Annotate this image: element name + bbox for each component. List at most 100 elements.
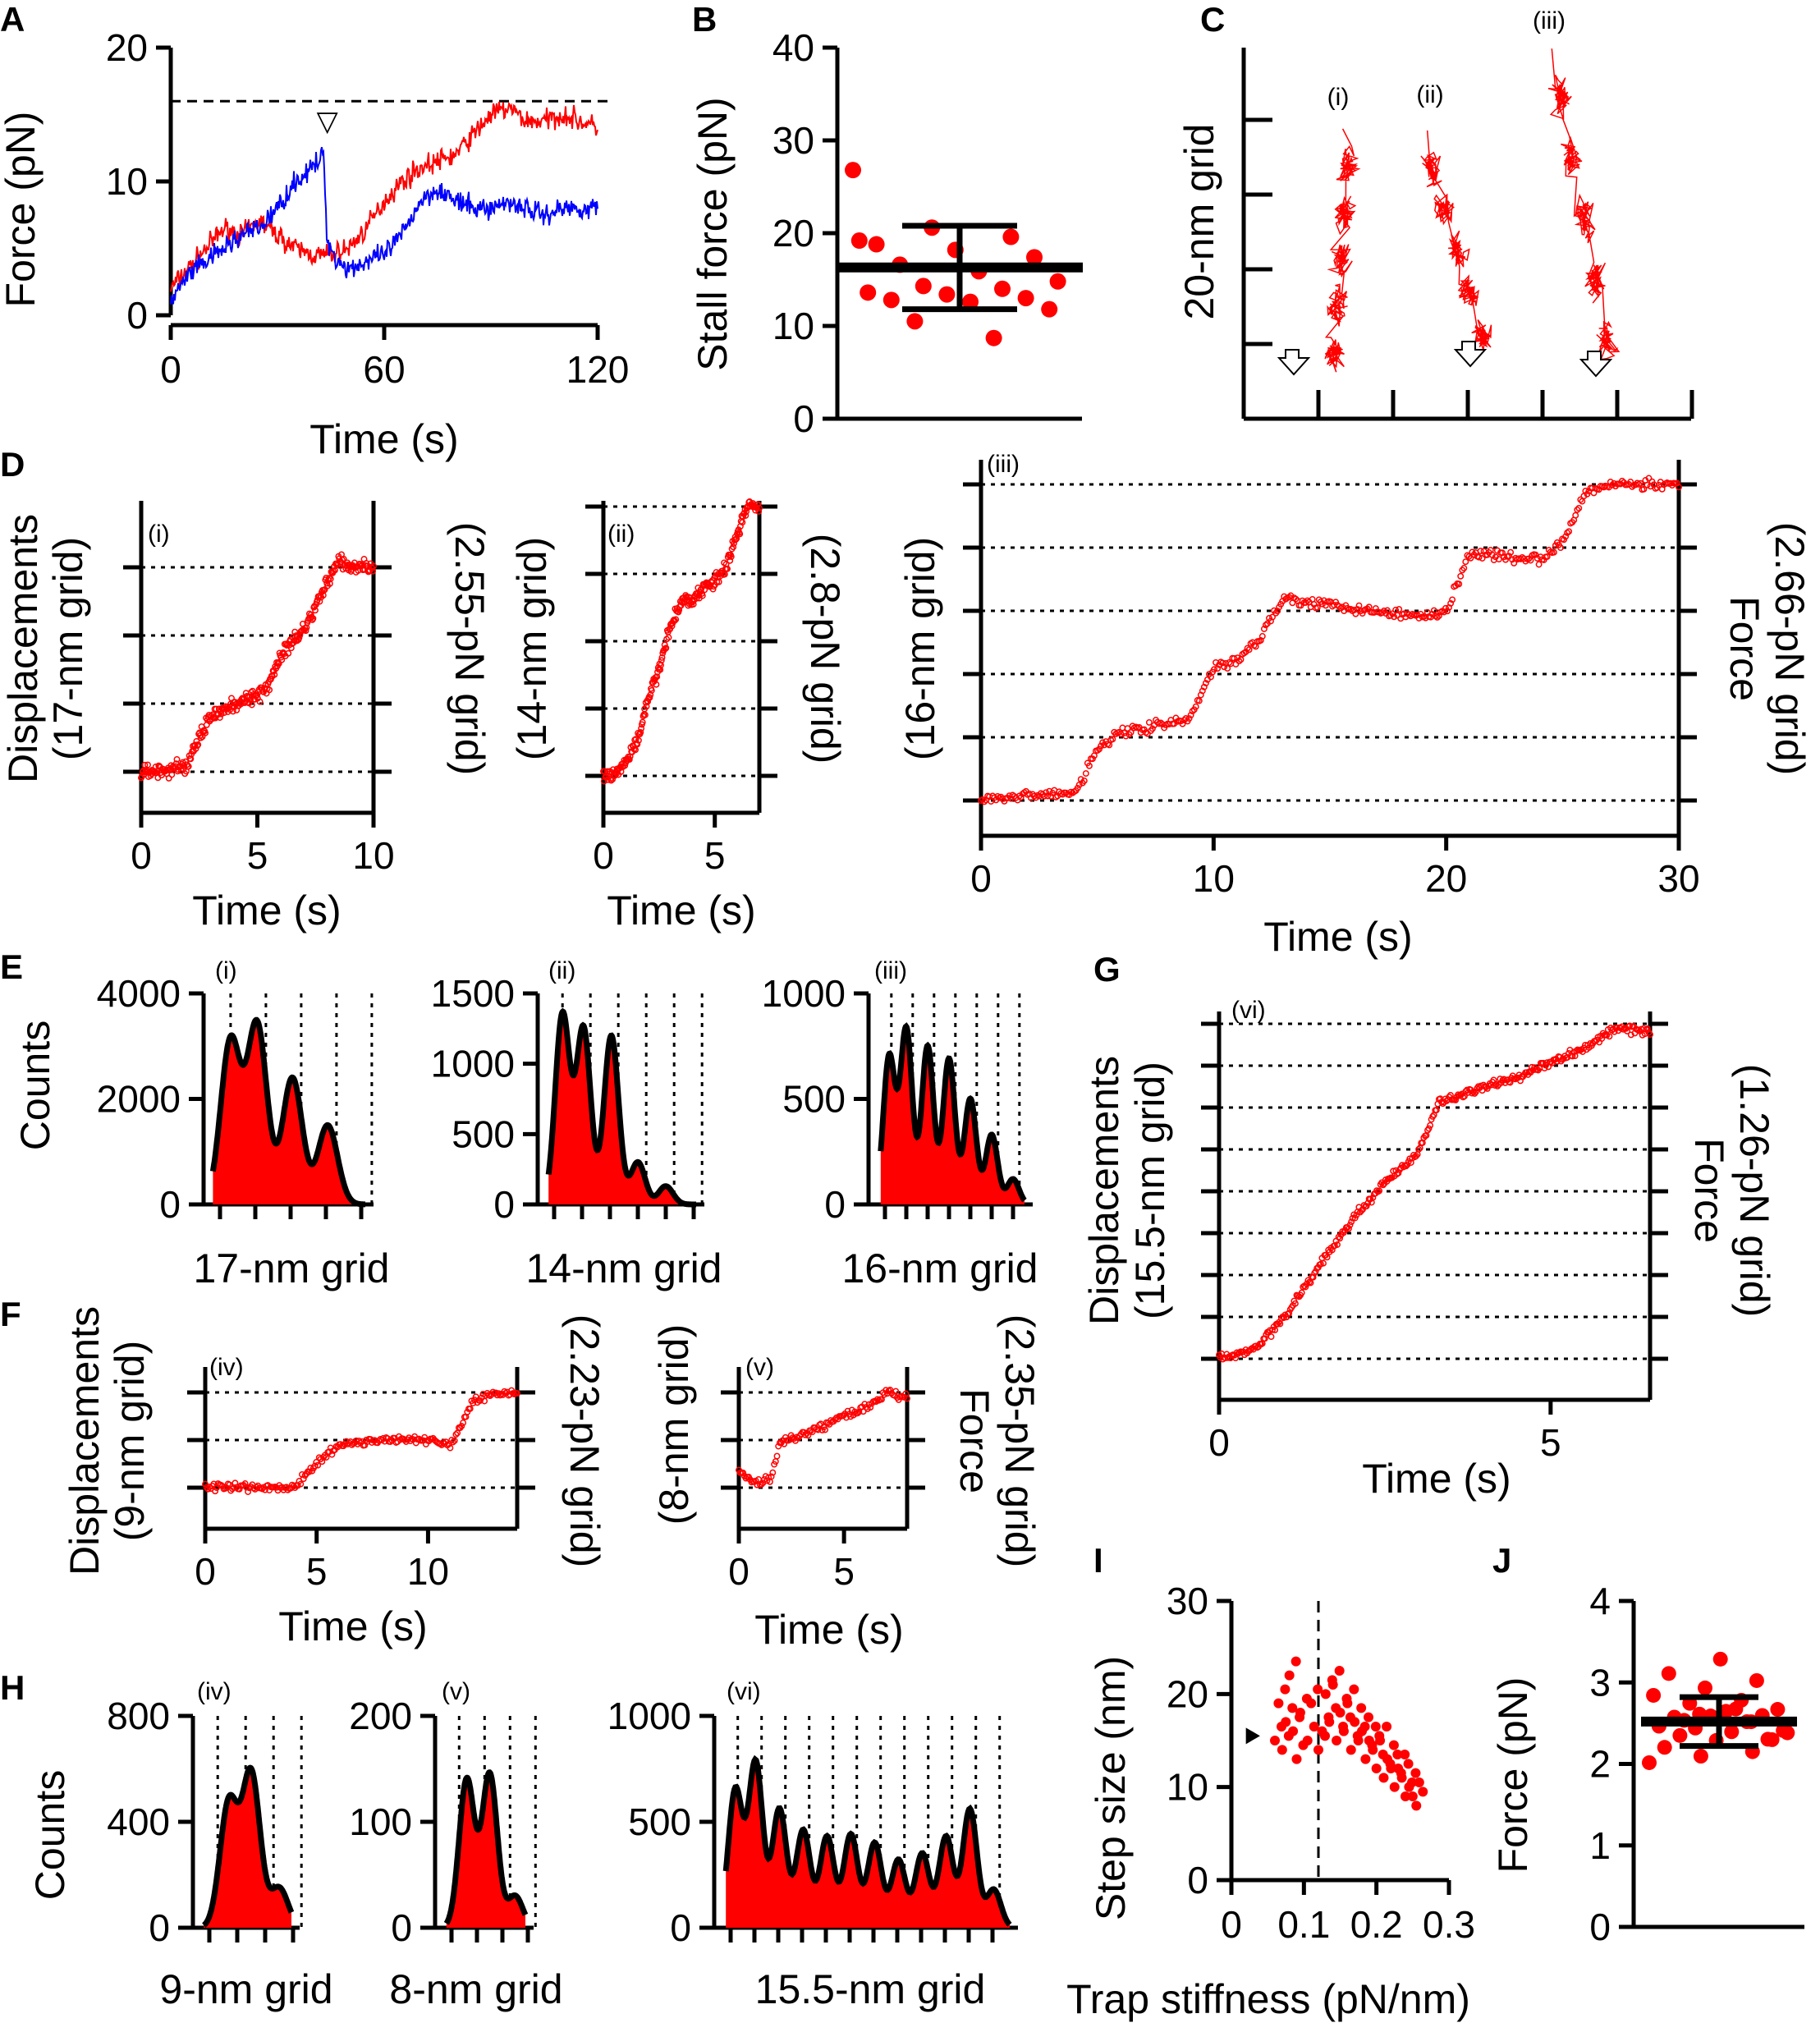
f1-data-point (203, 1484, 210, 1491)
d2-data-point (710, 583, 717, 590)
e-ylabel: Counts (12, 1021, 58, 1150)
d3-data-point (1645, 475, 1653, 482)
j-point (1657, 1740, 1672, 1755)
e2-y-tick-label: 500 (452, 1112, 515, 1155)
i-point (1370, 1722, 1381, 1732)
d3-data-point (1017, 794, 1025, 801)
d3-data-point (1274, 608, 1281, 615)
d3-xlabel: Time (s) (1263, 914, 1412, 960)
d2-data-point (742, 511, 750, 519)
f2-data-point (818, 1426, 826, 1433)
d3-data-point (1564, 529, 1571, 536)
d3-rlabel-line2: (2.66-pN grid) (1767, 522, 1813, 775)
f1-data-point (397, 1436, 404, 1443)
c-trace-label-i: (i) (1327, 84, 1350, 111)
d1-data-point (168, 771, 176, 778)
i-point (1341, 1694, 1352, 1704)
d1-xlabel: Time (s) (192, 888, 341, 933)
f2-x-tick-label: 0 (728, 1550, 750, 1593)
f2-tag: (v) (745, 1354, 774, 1381)
e2-y-tick-label: 1000 (431, 1043, 515, 1085)
e1-y-tick-label: 0 (159, 1183, 181, 1226)
d2-data-point (637, 729, 644, 736)
d3-data-point (1566, 528, 1573, 535)
d3-data-point (1350, 607, 1358, 613)
g-data-point (1472, 1088, 1479, 1095)
d1-x-tick-label: 10 (352, 834, 394, 877)
d2-data-point (648, 687, 655, 694)
d3-data-point (1507, 548, 1515, 556)
i-point (1320, 1731, 1330, 1741)
d3-data-point (1535, 561, 1543, 568)
d1-ylabel-line2: (17-nm grid) (45, 537, 91, 760)
g-data-point (1353, 1212, 1360, 1219)
g-data-point (1379, 1181, 1387, 1189)
g-data-point (1358, 1207, 1365, 1214)
d1-data-point (254, 691, 261, 699)
d3-data-point (1109, 736, 1116, 743)
g-data-point (1494, 1082, 1501, 1089)
h3-tag: (vi) (727, 1678, 761, 1705)
f1-data-point (259, 1485, 266, 1493)
a-red-trace (170, 101, 598, 292)
f1-xlabel: Time (s) (278, 1603, 427, 1649)
j-point (1661, 1666, 1676, 1681)
i-point (1401, 1791, 1410, 1801)
d3-data-point (1396, 606, 1403, 613)
g-rlabel-line2: (1.26-pN grid) (1731, 1064, 1777, 1317)
d3-data-point (1449, 596, 1456, 603)
h2-y-tick-label: 200 (349, 1695, 412, 1737)
f1-data-point (514, 1390, 520, 1397)
d2-data-point (671, 617, 678, 624)
f2-data-point (773, 1452, 781, 1460)
d3-data-point (1089, 755, 1096, 763)
d1-data-point (271, 671, 278, 678)
f2-data-point (867, 1404, 874, 1411)
e1-y-tick-label: 4000 (97, 972, 181, 1015)
d3-data-point (1336, 603, 1343, 610)
i-point (1410, 1768, 1421, 1778)
j-y-tick-label: 3 (1589, 1661, 1611, 1704)
i-point (1298, 1740, 1309, 1750)
d3-data-point (1269, 613, 1276, 621)
panel-label-g: G (1093, 950, 1121, 988)
a-x-tick-label: 60 (363, 348, 405, 391)
a-y-tick-label: 20 (106, 26, 148, 69)
j-point (1780, 1725, 1795, 1741)
b-y-tick-label: 40 (772, 26, 814, 69)
f1-data-point (451, 1437, 458, 1444)
g-x-tick-label: 0 (1208, 1421, 1230, 1464)
d1-data-point (320, 587, 328, 594)
f2-data-point (887, 1386, 894, 1393)
i-point (1331, 1703, 1341, 1713)
i-point (1277, 1722, 1286, 1732)
g-data-point (1425, 1125, 1433, 1132)
i-point (1382, 1722, 1392, 1732)
d3-data-point (1082, 770, 1089, 777)
g-rlabel-line1: Force (1686, 1138, 1732, 1243)
i-y-tick-label: 0 (1187, 1859, 1208, 1901)
d3-x-tick-label: 0 (970, 857, 992, 900)
i-y-tick-label: 10 (1167, 1766, 1208, 1809)
i-point (1392, 1750, 1403, 1759)
f1-data-point (489, 1388, 497, 1396)
b-point (850, 232, 868, 250)
f1-data-point (481, 1397, 488, 1405)
f1-rlabel: (2.23-pN grid) (562, 1314, 607, 1567)
j-point (1770, 1702, 1786, 1718)
i-point (1378, 1773, 1389, 1783)
f1-data-point (497, 1392, 504, 1399)
d3-data-point (1231, 654, 1238, 662)
b-point (860, 284, 877, 301)
g-data-point (1455, 1091, 1462, 1099)
g-data-point (1269, 1326, 1276, 1333)
i-point (1327, 1675, 1337, 1686)
a-blue-trace (170, 146, 598, 305)
f1-ylabel-line1: Displacements (62, 1306, 108, 1576)
g-data-point (1300, 1283, 1307, 1291)
d1-data-point (181, 762, 188, 769)
i-point (1349, 1684, 1359, 1695)
d2-data-point (661, 641, 668, 649)
h2-histogram-fill (446, 1772, 525, 1928)
d3-data-point (1607, 479, 1614, 485)
